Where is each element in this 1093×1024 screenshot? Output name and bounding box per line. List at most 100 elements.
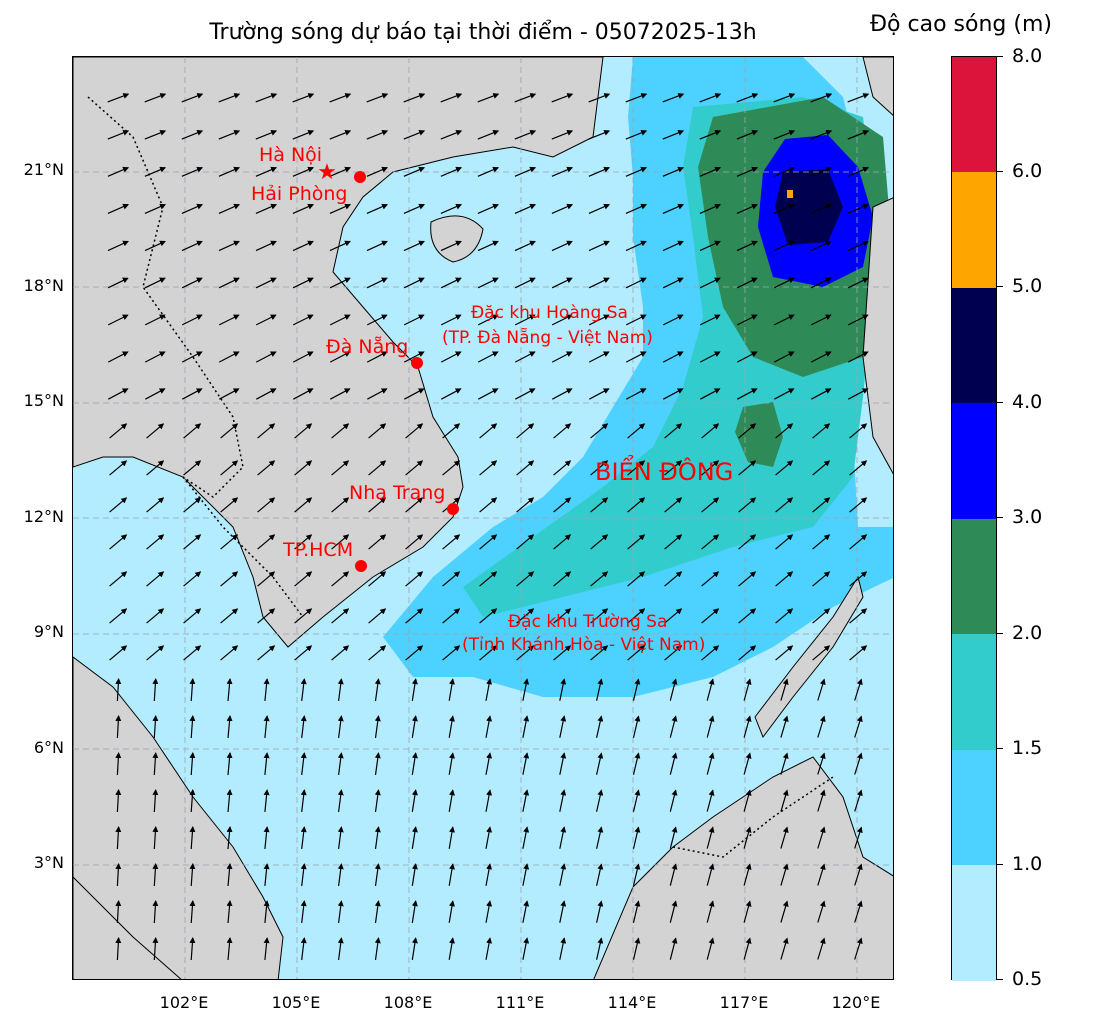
wave-direction-arrow xyxy=(226,826,233,850)
wave-direction-arrow xyxy=(220,460,239,476)
wave-direction-arrow xyxy=(182,388,203,400)
wave-direction-arrow xyxy=(144,166,167,177)
wave-direction-arrow xyxy=(368,497,387,513)
wave-direction-arrow xyxy=(257,608,276,624)
wave-height-colorbar xyxy=(951,56,997,981)
wave-direction-arrow xyxy=(551,277,573,289)
wave-direction-arrow xyxy=(292,240,314,252)
wave-direction-arrow xyxy=(588,166,611,177)
colorbar-tick xyxy=(997,517,1003,518)
wave-direction-arrow xyxy=(330,388,351,400)
wave-direction-arrow xyxy=(218,203,241,214)
wave-direction-arrow xyxy=(773,129,796,140)
wave-direction-arrow xyxy=(632,863,641,886)
wave-direction-arrow xyxy=(775,534,794,550)
wave-direction-arrow xyxy=(485,900,493,923)
sumatra xyxy=(73,876,182,979)
lat-label-3: 3°N xyxy=(33,853,64,872)
wave-direction-arrow xyxy=(403,203,426,214)
wave-direction-arrow xyxy=(263,715,270,738)
wave-direction-arrow xyxy=(817,937,826,960)
wave-direction-arrow xyxy=(181,277,203,289)
wave-direction-arrow xyxy=(442,571,461,587)
wave-direction-arrow xyxy=(403,240,425,252)
wave-direction-arrow xyxy=(551,314,573,326)
nhatrang-marker xyxy=(447,503,459,515)
wave-direction-arrow xyxy=(743,937,752,960)
wave-direction-arrow xyxy=(699,351,721,363)
wave-direction-arrow xyxy=(588,203,611,214)
wave-direction-arrow xyxy=(701,534,720,550)
wave-direction-arrow xyxy=(477,129,500,140)
wave-direction-arrow xyxy=(514,166,537,177)
wave-direction-arrow xyxy=(292,277,314,289)
wave-direction-arrow xyxy=(810,203,833,214)
wave-direction-arrow xyxy=(743,752,752,775)
wave-direction-arrow xyxy=(775,608,794,624)
wave-direction-arrow xyxy=(226,863,233,887)
wave-direction-arrow xyxy=(812,534,831,550)
wave-direction-arrow xyxy=(773,351,795,363)
wave-direction-arrow xyxy=(699,129,722,140)
wave-direction-arrow xyxy=(812,497,831,513)
colorbar-label-0.5: 0.5 xyxy=(1012,968,1043,990)
wave-direction-arrow xyxy=(294,534,313,550)
wave-direction-arrow xyxy=(662,93,685,103)
wave-direction-arrow xyxy=(479,423,498,439)
wave-direction-arrow xyxy=(514,129,537,140)
wave-direction-arrow xyxy=(847,129,870,140)
wave-direction-arrow xyxy=(663,388,684,400)
wave-direction-arrow xyxy=(559,789,567,812)
wave-direction-arrow xyxy=(152,789,159,813)
wave-direction-arrow xyxy=(706,752,715,775)
wave-direction-arrow xyxy=(329,277,351,289)
wave-direction-arrow xyxy=(854,863,863,886)
wave-direction-arrow xyxy=(152,937,159,961)
colorbar-segment-4.0-5.0 xyxy=(952,287,996,403)
wave-direction-arrow xyxy=(553,497,572,513)
wave-direction-arrow xyxy=(700,388,721,400)
wave-direction-arrow xyxy=(854,678,863,701)
wave-direction-arrow xyxy=(300,678,307,701)
wave-direction-arrow xyxy=(559,900,567,923)
wave-direction-arrow xyxy=(448,826,455,849)
wave-direction-arrow xyxy=(374,937,381,960)
nhatrang-label: Nha Trang xyxy=(349,482,446,504)
wave-direction-arrow xyxy=(109,645,128,661)
wave-zone-5-6m xyxy=(787,190,793,198)
wave-direction-arrow xyxy=(810,166,833,177)
wave-direction-arrow xyxy=(255,93,278,103)
wave-direction-arrow xyxy=(780,752,789,775)
wave-direction-arrow xyxy=(146,608,165,624)
wave-direction-arrow xyxy=(218,314,240,326)
wave-direction-arrow xyxy=(736,240,758,252)
lat-label-9: 9°N xyxy=(33,622,64,641)
wave-direction-arrow xyxy=(514,277,536,289)
wave-map[interactable]: ★ Hà Nội Hải Phòng Đà Nẵng Nha Trang TP.… xyxy=(72,56,894,980)
wave-direction-arrow xyxy=(743,900,752,923)
wave-direction-arrow xyxy=(817,826,826,849)
wave-direction-arrow xyxy=(257,571,276,587)
wave-direction-arrow xyxy=(485,752,493,775)
wave-direction-arrow xyxy=(263,863,270,886)
lat-label-18: 18°N xyxy=(23,276,64,295)
wave-direction-arrow xyxy=(849,423,868,439)
wave-direction-arrow xyxy=(368,460,387,476)
wave-direction-arrow xyxy=(411,789,418,812)
wave-direction-arrow xyxy=(183,460,202,476)
wave-direction-arrow xyxy=(664,571,683,587)
wave-direction-arrow xyxy=(588,314,610,326)
wave-direction-arrow xyxy=(706,715,715,738)
wave-direction-arrow xyxy=(590,423,609,439)
colorbar-label-1.0: 1.0 xyxy=(1012,853,1043,875)
wave-direction-arrow xyxy=(331,645,350,661)
wave-direction-arrow xyxy=(625,129,648,140)
wave-direction-arrow xyxy=(516,460,535,476)
wave-direction-arrow xyxy=(664,645,683,661)
wave-direction-arrow xyxy=(146,571,165,587)
wave-direction-arrow xyxy=(810,351,832,363)
wave-direction-arrow xyxy=(109,460,128,476)
wave-direction-arrow xyxy=(522,863,530,886)
wave-direction-arrow xyxy=(152,863,159,887)
lat-label-21: 21°N xyxy=(23,160,64,179)
